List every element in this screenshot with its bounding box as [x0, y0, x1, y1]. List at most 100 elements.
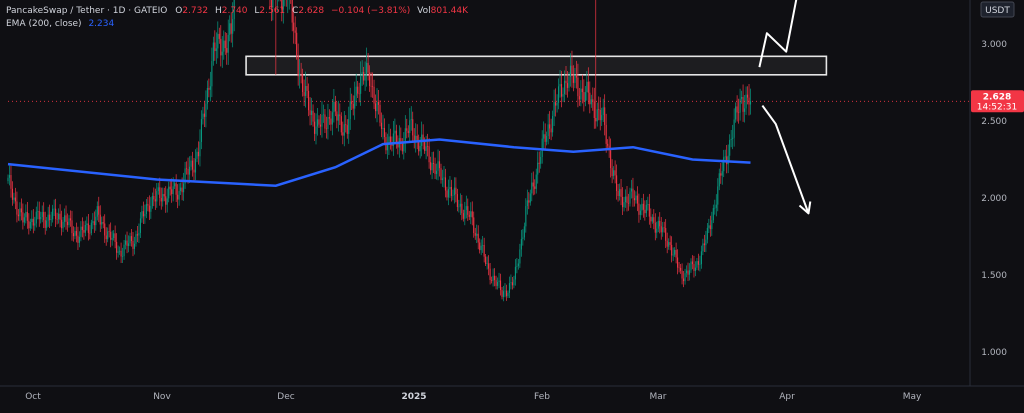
- candle-body: [575, 74, 577, 78]
- candle-body: [465, 206, 467, 210]
- candle-body: [47, 214, 49, 221]
- candle-body: [35, 211, 37, 224]
- candle-body: [41, 212, 43, 217]
- candle-body: [479, 242, 481, 251]
- candle-body: [171, 189, 173, 195]
- candle-body: [431, 163, 433, 171]
- candle-body: [69, 218, 72, 221]
- candle-body: [532, 182, 534, 187]
- currency-button-frame[interactable]: [980, 1, 1015, 18]
- candle-body: [342, 132, 344, 136]
- ema-label[interactable]: EMA (200, close): [6, 19, 82, 29]
- candle-body: [44, 220, 46, 228]
- candle-body: [29, 221, 31, 229]
- candle-body: [744, 108, 746, 112]
- candle-body: [366, 62, 368, 75]
- time-axis[interactable]: Oct Nov Dec 2025 Feb Mar Apr May: [25, 392, 922, 402]
- candle-body: [184, 168, 186, 184]
- candle-body: [583, 92, 585, 102]
- candle-body: [55, 208, 57, 220]
- candle-body: [291, 0, 293, 23]
- candle-body: [680, 267, 682, 271]
- candle-body: [593, 101, 595, 119]
- candle-body: [141, 211, 143, 219]
- candle-body: [656, 228, 658, 233]
- candle-body: [690, 261, 692, 271]
- candle-body: [169, 186, 171, 190]
- time-tick-label: May: [903, 392, 922, 402]
- candle-body: [379, 104, 381, 123]
- candle-body: [202, 113, 204, 120]
- candle-body: [497, 282, 499, 286]
- candle-body: [129, 236, 131, 244]
- candle-body: [16, 201, 18, 215]
- candle-body: [566, 83, 569, 88]
- candle-body: [605, 124, 607, 144]
- candle-body: [188, 166, 191, 175]
- high-label: H: [215, 6, 222, 16]
- candle-body: [81, 226, 83, 230]
- candle-body: [145, 204, 147, 215]
- price-tick-label: 2.000: [981, 194, 1007, 204]
- resistance-zone[interactable]: [245, 55, 828, 76]
- candle-body: [211, 61, 213, 87]
- candle-body: [446, 190, 448, 198]
- candle-body: [422, 134, 424, 142]
- symbol-title[interactable]: PancakeSwap / Tether · 1D · GATEIO: [6, 6, 167, 16]
- candle-body: [181, 187, 183, 193]
- candle-body: [742, 97, 744, 112]
- candle-body: [623, 202, 625, 208]
- candle-body: [46, 220, 48, 228]
- candle-body: [14, 197, 16, 202]
- candle-body: [590, 99, 592, 105]
- currency-button-label[interactable]: USDT: [985, 6, 1010, 16]
- price-axis[interactable]: 1.0001.5002.0002.5003.0003.5004.0004.500…: [981, 0, 1007, 358]
- candle-body: [50, 219, 52, 221]
- candle-body: [694, 267, 697, 271]
- candle-body: [144, 214, 146, 217]
- candle-body: [720, 173, 722, 176]
- candle-body: [358, 93, 360, 95]
- candle-body: [208, 87, 210, 90]
- candle-body: [684, 273, 686, 282]
- candle-body: [364, 74, 366, 81]
- candle-body: [80, 226, 82, 237]
- candle-body: [619, 189, 621, 196]
- candle-body: [505, 290, 508, 297]
- arrow-down-icon: [798, 201, 812, 215]
- candle-body: [324, 114, 326, 129]
- candle-body: [26, 211, 28, 221]
- candle-body: [495, 280, 497, 286]
- candle-body: [674, 249, 676, 255]
- candle-body: [224, 40, 226, 49]
- candle-body: [111, 238, 113, 240]
- candle-body: [697, 261, 699, 265]
- candle-body: [413, 135, 415, 143]
- candle-body: [403, 142, 405, 152]
- candle-body: [116, 241, 118, 253]
- candle-body: [123, 244, 125, 257]
- candle-body: [56, 219, 58, 220]
- candle-body: [218, 33, 220, 39]
- candle-body: [383, 128, 386, 138]
- candle-body: [654, 222, 656, 233]
- candle-body: [443, 177, 445, 179]
- candle-body: [419, 145, 421, 152]
- candle-body: [627, 202, 630, 204]
- countdown-timer: 14:52:31: [977, 102, 1017, 112]
- candle-body: [520, 239, 522, 250]
- candle-body: [178, 190, 180, 200]
- candles: [7, 0, 752, 302]
- candle-body: [351, 101, 353, 104]
- candle-body: [409, 120, 411, 134]
- candle-body: [501, 290, 503, 297]
- candle-body: [315, 126, 317, 134]
- candle-body: [546, 136, 548, 142]
- currency-button[interactable]: USDT: [980, 1, 1015, 18]
- candle-body: [373, 86, 375, 104]
- candle-body: [547, 124, 549, 137]
- candle-body: [504, 290, 506, 292]
- candle-body: [187, 168, 189, 175]
- candle-body: [83, 229, 85, 233]
